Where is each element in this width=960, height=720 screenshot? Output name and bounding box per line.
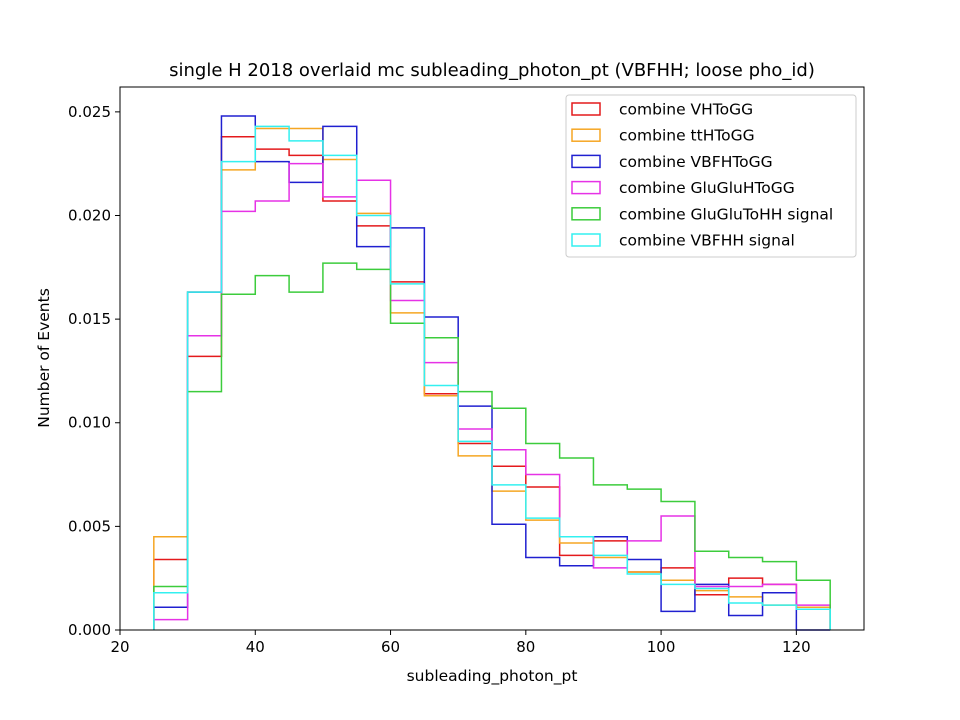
y-tick-label: 0.020 <box>68 206 111 224</box>
legend-swatch <box>571 154 601 169</box>
y-tick-label: 0.005 <box>68 517 111 535</box>
y-tick-label: 0.025 <box>68 103 111 121</box>
legend-swatch <box>571 102 601 116</box>
legend: combine VHToGG combine ttHToGG combine VBF… <box>565 94 857 258</box>
x-tick-label: 60 <box>381 638 400 656</box>
y-tick-label: 0.000 <box>68 621 111 639</box>
legend-swatch <box>571 233 601 247</box>
series-step-4 <box>153 262 831 630</box>
legend-label: combine VBFHToGG <box>619 153 773 171</box>
x-axis-title: subleading_photon_pt <box>407 667 578 686</box>
legend-swatch <box>571 207 601 221</box>
x-tick-label: 80 <box>516 638 535 656</box>
y-tick-label: 0.010 <box>68 414 111 432</box>
series-step-3 <box>153 162 831 630</box>
y-axis-title: Number of Events <box>35 288 53 428</box>
legend-box <box>565 94 857 258</box>
series-steps <box>153 115 831 631</box>
x-tick-label: 40 <box>246 638 265 656</box>
chart-title: single H 2018 overlaid mc subleading_pho… <box>169 60 815 81</box>
x-tick-label: 100 <box>647 638 676 656</box>
y-tick-label: 0.015 <box>68 310 111 328</box>
axis-ticks: 20 40 60 80 100 120 0.000 0.005 0.010 0.015 0.020 0… <box>68 103 811 656</box>
legend-label: combine VBFHH signal <box>619 232 795 250</box>
x-tick-label: 20 <box>110 638 129 656</box>
series-step-5 <box>153 125 831 630</box>
plot-area-frame <box>119 86 865 631</box>
legend-label: combine VHToGG <box>619 101 753 119</box>
legend-label: combine GluGluHToGG <box>619 179 795 197</box>
legend-label: combine ttHToGG <box>619 127 755 145</box>
legend-label: combine GluGluToHH signal <box>619 205 833 223</box>
legend-swatch <box>571 180 601 195</box>
legend-swatch <box>571 128 601 142</box>
x-tick-label: 120 <box>782 638 811 656</box>
